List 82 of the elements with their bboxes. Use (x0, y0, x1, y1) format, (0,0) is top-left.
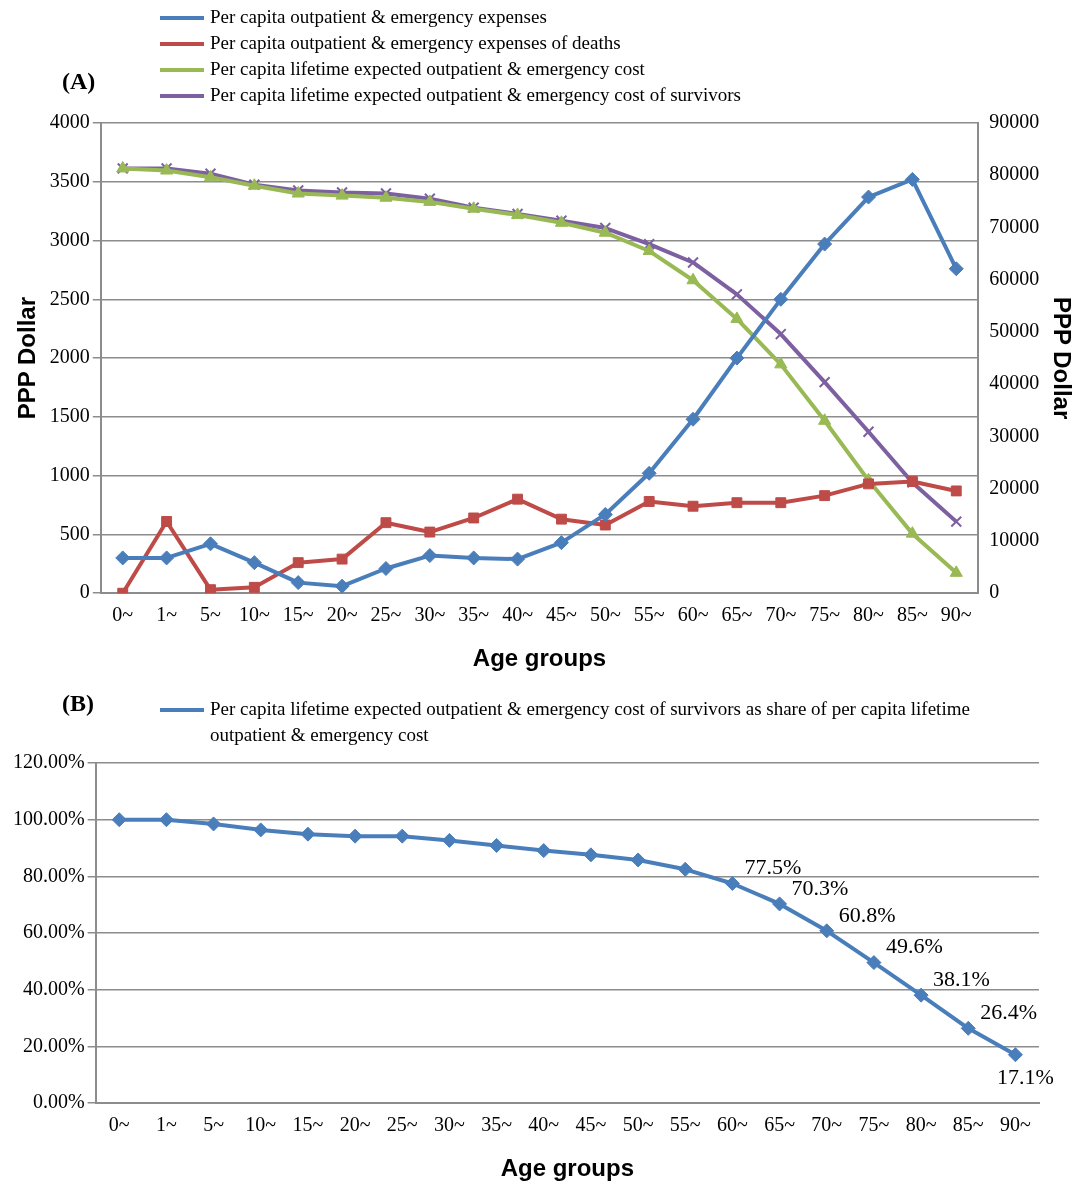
data-label: 26.4% (980, 999, 1038, 1025)
data-label: 60.8% (838, 901, 896, 927)
x-tick-label: 80~ (853, 603, 885, 626)
x-tick-label: 85~ (952, 1113, 984, 1136)
x-tick-label: 80~ (905, 1113, 937, 1136)
legend-label: Per capita lifetime expected outpatient & emergency cost of survivors as share of per capita lifetime outpatient & emergency cost (210, 697, 971, 747)
chart-title: (B) (62, 690, 94, 717)
y-tick-label: 3500 (49, 169, 90, 192)
y-tick-label: 100.00% (12, 806, 85, 829)
y-tick-label: 60.00% (22, 920, 85, 943)
y-tick-label: 40.00% (22, 977, 85, 1000)
y-tick-label: 1000 (49, 462, 90, 485)
data-label: 49.6% (885, 933, 943, 959)
x-tick-label: 15~ (282, 603, 314, 626)
x-tick-label: 25~ (370, 603, 402, 626)
x-tick-label: 40~ (528, 1113, 560, 1136)
x-tick-label: 30~ (434, 1113, 465, 1136)
x-tick-label: 10~ (238, 603, 270, 626)
x-tick-label: 5~ (203, 1113, 225, 1136)
x-tick-label: 90~ (1000, 1113, 1031, 1136)
x-tick-label: 55~ (633, 603, 665, 626)
y-tick-label: 80.00% (22, 863, 85, 886)
x-tick-label: 35~ (458, 603, 490, 626)
y2-tick-label: 50000 (989, 319, 1040, 342)
data-label: 17.1% (997, 1063, 1054, 1089)
y-tick-label: 500 (59, 521, 90, 544)
x-axis-title: Age groups (500, 1154, 634, 1182)
x-tick-label: 50~ (589, 603, 621, 626)
x-tick-label: 65~ (764, 1113, 796, 1136)
y-tick-label: 0 (79, 580, 90, 603)
x-tick-label: 45~ (575, 1113, 607, 1136)
y-tick-label: 20.00% (22, 1033, 85, 1056)
y-tick-label: 2000 (49, 345, 90, 368)
x-tick-label: 1~ (156, 603, 178, 626)
x-tick-label: 50~ (622, 1113, 654, 1136)
x-tick-label: 60~ (677, 603, 709, 626)
x-tick-label: 15~ (292, 1113, 324, 1136)
y2-tick-label: 30000 (989, 423, 1040, 446)
y-tick-label: 1500 (49, 404, 90, 427)
x-tick-label: 45~ (546, 603, 578, 626)
y-tick-label: 0.00% (32, 1090, 85, 1113)
x-tick-label: 25~ (386, 1113, 418, 1136)
x-tick-label: 5~ (200, 603, 222, 626)
y2-axis-title: PPP Dollar (1048, 296, 1076, 420)
y2-tick-label: 70000 (989, 214, 1040, 237)
y2-tick-label: 0 (989, 580, 1000, 603)
x-tick-label: 10~ (245, 1113, 277, 1136)
y2-tick-label: 40000 (989, 371, 1040, 394)
x-tick-label: 1~ (156, 1113, 177, 1136)
x-tick-label: 30~ (414, 603, 446, 626)
y2-tick-label: 80000 (989, 162, 1040, 185)
data-label: 38.1% (933, 965, 990, 991)
legend-label: Per capita lifetime expected outpatient & emergency cost (210, 57, 645, 81)
x-tick-label: 75~ (809, 603, 841, 626)
x-tick-label: 20~ (339, 1113, 371, 1136)
y-tick-label: 4000 (49, 110, 90, 133)
chart-title: (A) (62, 68, 96, 95)
y2-tick-label: 20000 (989, 475, 1040, 498)
legend-label: Per capita lifetime expected outpatient & emergency cost of survivors (210, 83, 741, 107)
x-tick-label: 90~ (940, 603, 972, 626)
x-tick-label: 70~ (765, 603, 797, 626)
y-tick-label: 120.00% (12, 750, 85, 773)
y-tick-label: 2500 (49, 286, 90, 309)
x-tick-label: 35~ (481, 1113, 513, 1136)
legend-label: Per capita outpatient & emergency expenses (210, 5, 547, 29)
legend-label: Per capita outpatient & emergency expenses of deaths (210, 31, 621, 55)
x-tick-label: 0~ (112, 603, 134, 626)
y2-tick-label: 90000 (989, 110, 1040, 133)
x-tick-label: 85~ (896, 603, 928, 626)
x-tick-label: 70~ (811, 1113, 843, 1136)
x-tick-label: 0~ (108, 1113, 130, 1136)
y-tick-label: 3000 (49, 227, 90, 250)
y-axis-title: PPP Dollar (13, 296, 41, 420)
x-tick-label: 65~ (721, 603, 753, 626)
x-tick-label: 20~ (326, 603, 358, 626)
x-tick-label: 60~ (717, 1113, 748, 1136)
x-tick-label: 75~ (858, 1113, 890, 1136)
y2-tick-label: 10000 (989, 528, 1040, 551)
y2-tick-label: 60000 (989, 266, 1040, 289)
x-axis-title: Age groups (472, 644, 607, 672)
x-tick-label: 55~ (669, 1113, 701, 1136)
x-tick-label: 40~ (502, 603, 534, 626)
